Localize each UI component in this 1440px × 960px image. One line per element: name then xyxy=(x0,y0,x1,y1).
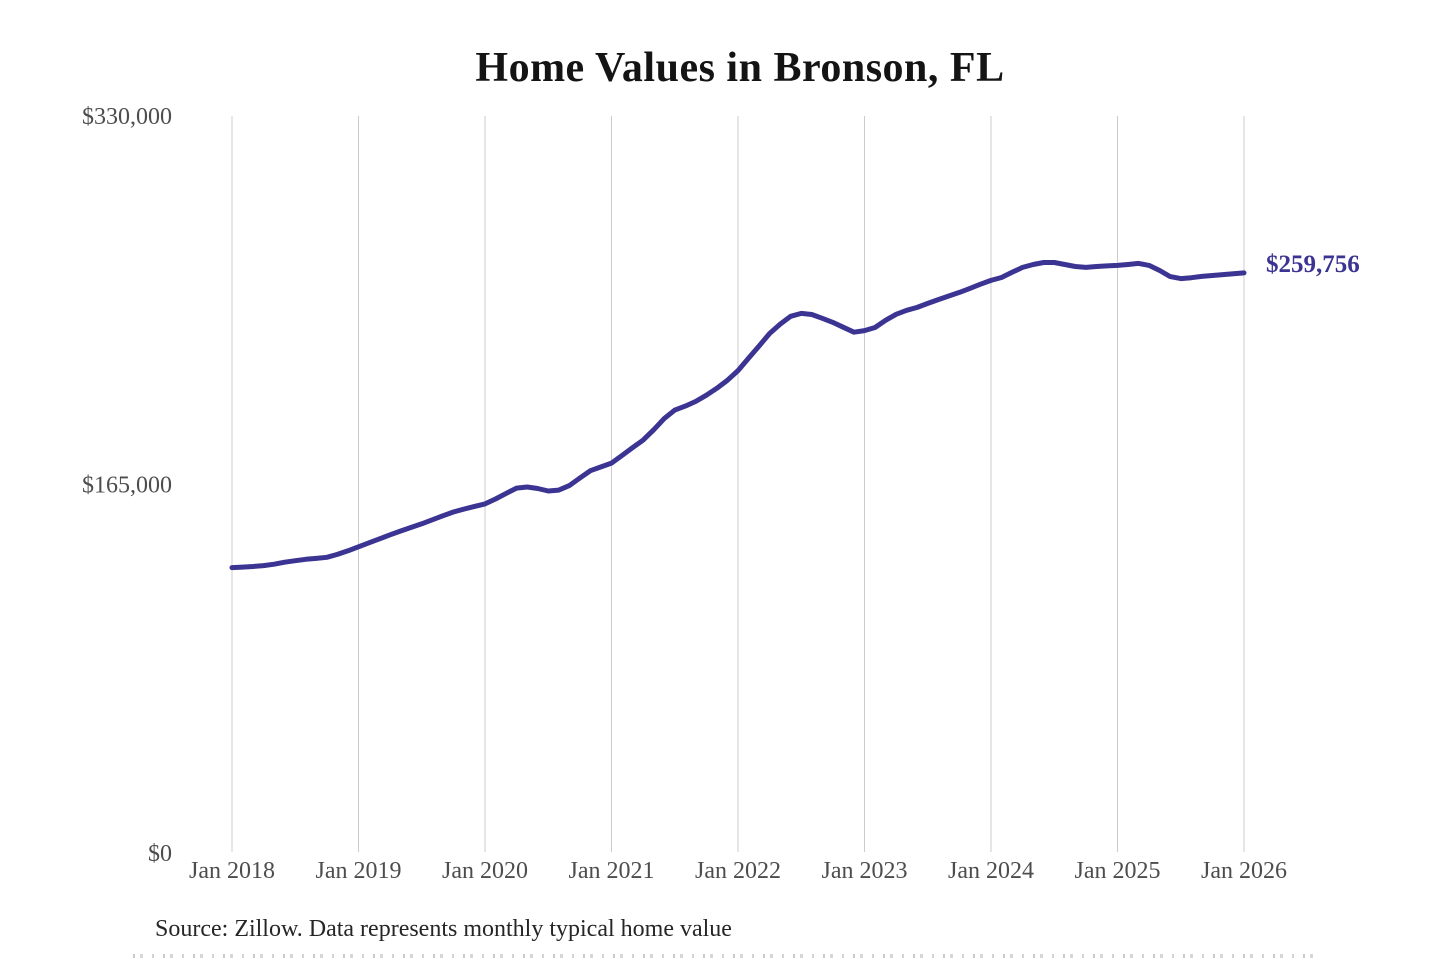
x-tick-label: Jan 2020 xyxy=(442,858,528,884)
x-tick-label: Jan 2025 xyxy=(1075,858,1161,884)
x-tick-label: Jan 2018 xyxy=(189,858,275,884)
x-tick-label: Jan 2026 xyxy=(1201,858,1287,884)
home-value-line xyxy=(229,260,1247,571)
y-tick-label: $330,000 xyxy=(82,104,172,130)
x-tick-label: Jan 2024 xyxy=(948,858,1034,884)
clipped-text-row xyxy=(133,954,1313,958)
x-tick-label: Jan 2023 xyxy=(822,858,908,884)
y-tick-label: $165,000 xyxy=(82,473,172,499)
y-tick-label: $0 xyxy=(148,841,172,867)
source-note: Source: Zillow. Data represents monthly … xyxy=(155,916,732,942)
end-value-label: $259,756 xyxy=(1266,250,1360,278)
chart-title: Home Values in Bronson, FL xyxy=(475,45,1005,91)
x-tick-label: Jan 2019 xyxy=(316,858,402,884)
x-tick-label: Jan 2022 xyxy=(695,858,781,884)
x-tick-label: Jan 2021 xyxy=(569,858,655,884)
